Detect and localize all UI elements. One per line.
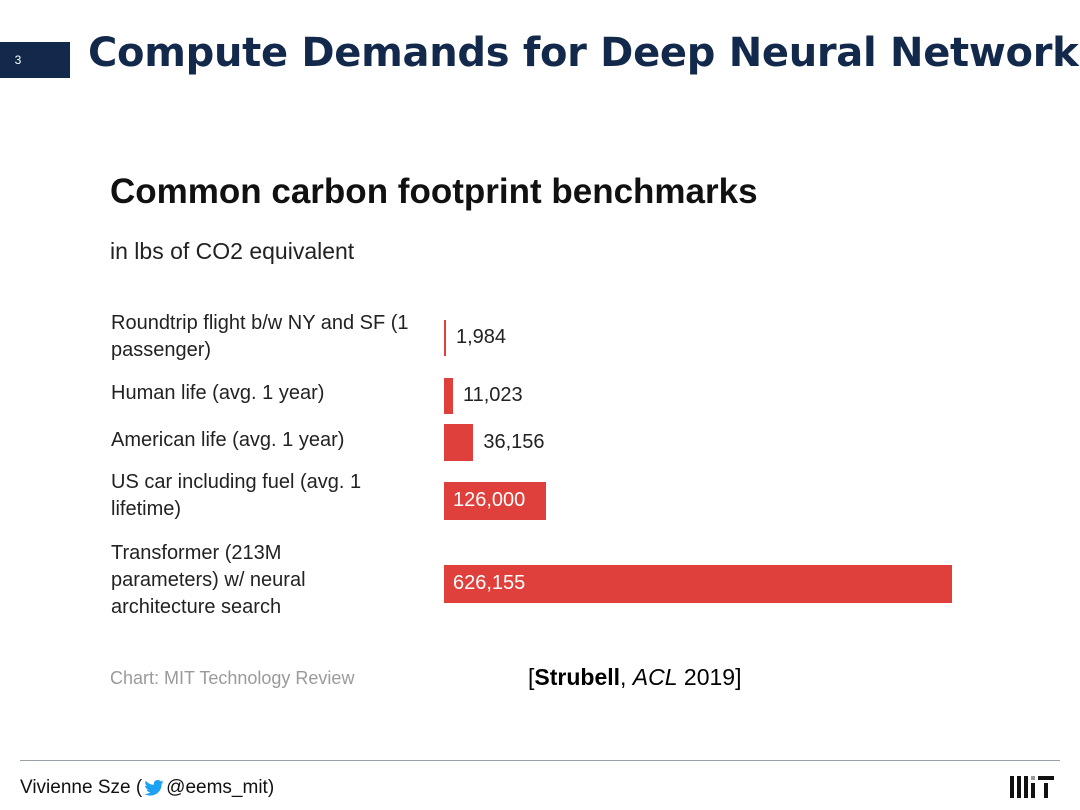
citation-open: [: [528, 664, 535, 690]
chart-subtitle: in lbs of CO2 equivalent: [110, 238, 355, 264]
bar: [444, 482, 547, 520]
data-label: 36,156: [483, 430, 545, 453]
bar: [444, 320, 446, 356]
twitter-icon: [144, 780, 164, 796]
category-label: Roundtrip flight b/w NY and SF (1 passen…: [111, 312, 409, 361]
presenter-credit: Vivienne Sze ( @eems_mit): [20, 777, 274, 799]
bar: [444, 424, 474, 461]
category-label: Transformer (213M parameters) w/ neural …: [111, 542, 306, 618]
presenter-handle: @eems_mit): [166, 777, 275, 798]
footer-divider: [20, 760, 1060, 761]
category-label: Human life (avg. 1 year): [111, 382, 325, 404]
citation-sep: ,: [620, 664, 633, 690]
mit-logo: [1010, 776, 1054, 798]
citation-author: Strubell: [534, 664, 621, 690]
category-label: US car including fuel (avg. 1 lifetime): [111, 471, 362, 520]
slide-title: Compute Demands for Deep Neural Networks: [88, 30, 1080, 76]
chart-title: Common carbon footprint benchmarks: [110, 172, 758, 211]
chart-source: Chart: MIT Technology Review: [110, 668, 355, 688]
data-label: 626,155: [453, 572, 526, 594]
citation-year: 2019]: [677, 664, 742, 690]
slide-number: 3: [0, 42, 70, 78]
data-label: 11,023: [462, 384, 523, 406]
bar: [444, 565, 952, 603]
data-label: 126,000: [453, 489, 526, 511]
presenter-name: Vivienne Sze (: [20, 777, 143, 798]
data-label: 1,984: [456, 326, 507, 348]
category-label: American life (avg. 1 year): [111, 429, 345, 451]
citation-venue: ACL: [632, 664, 678, 690]
bar: [444, 378, 453, 414]
citation: [Strubell, ACL 2019]: [528, 664, 742, 691]
